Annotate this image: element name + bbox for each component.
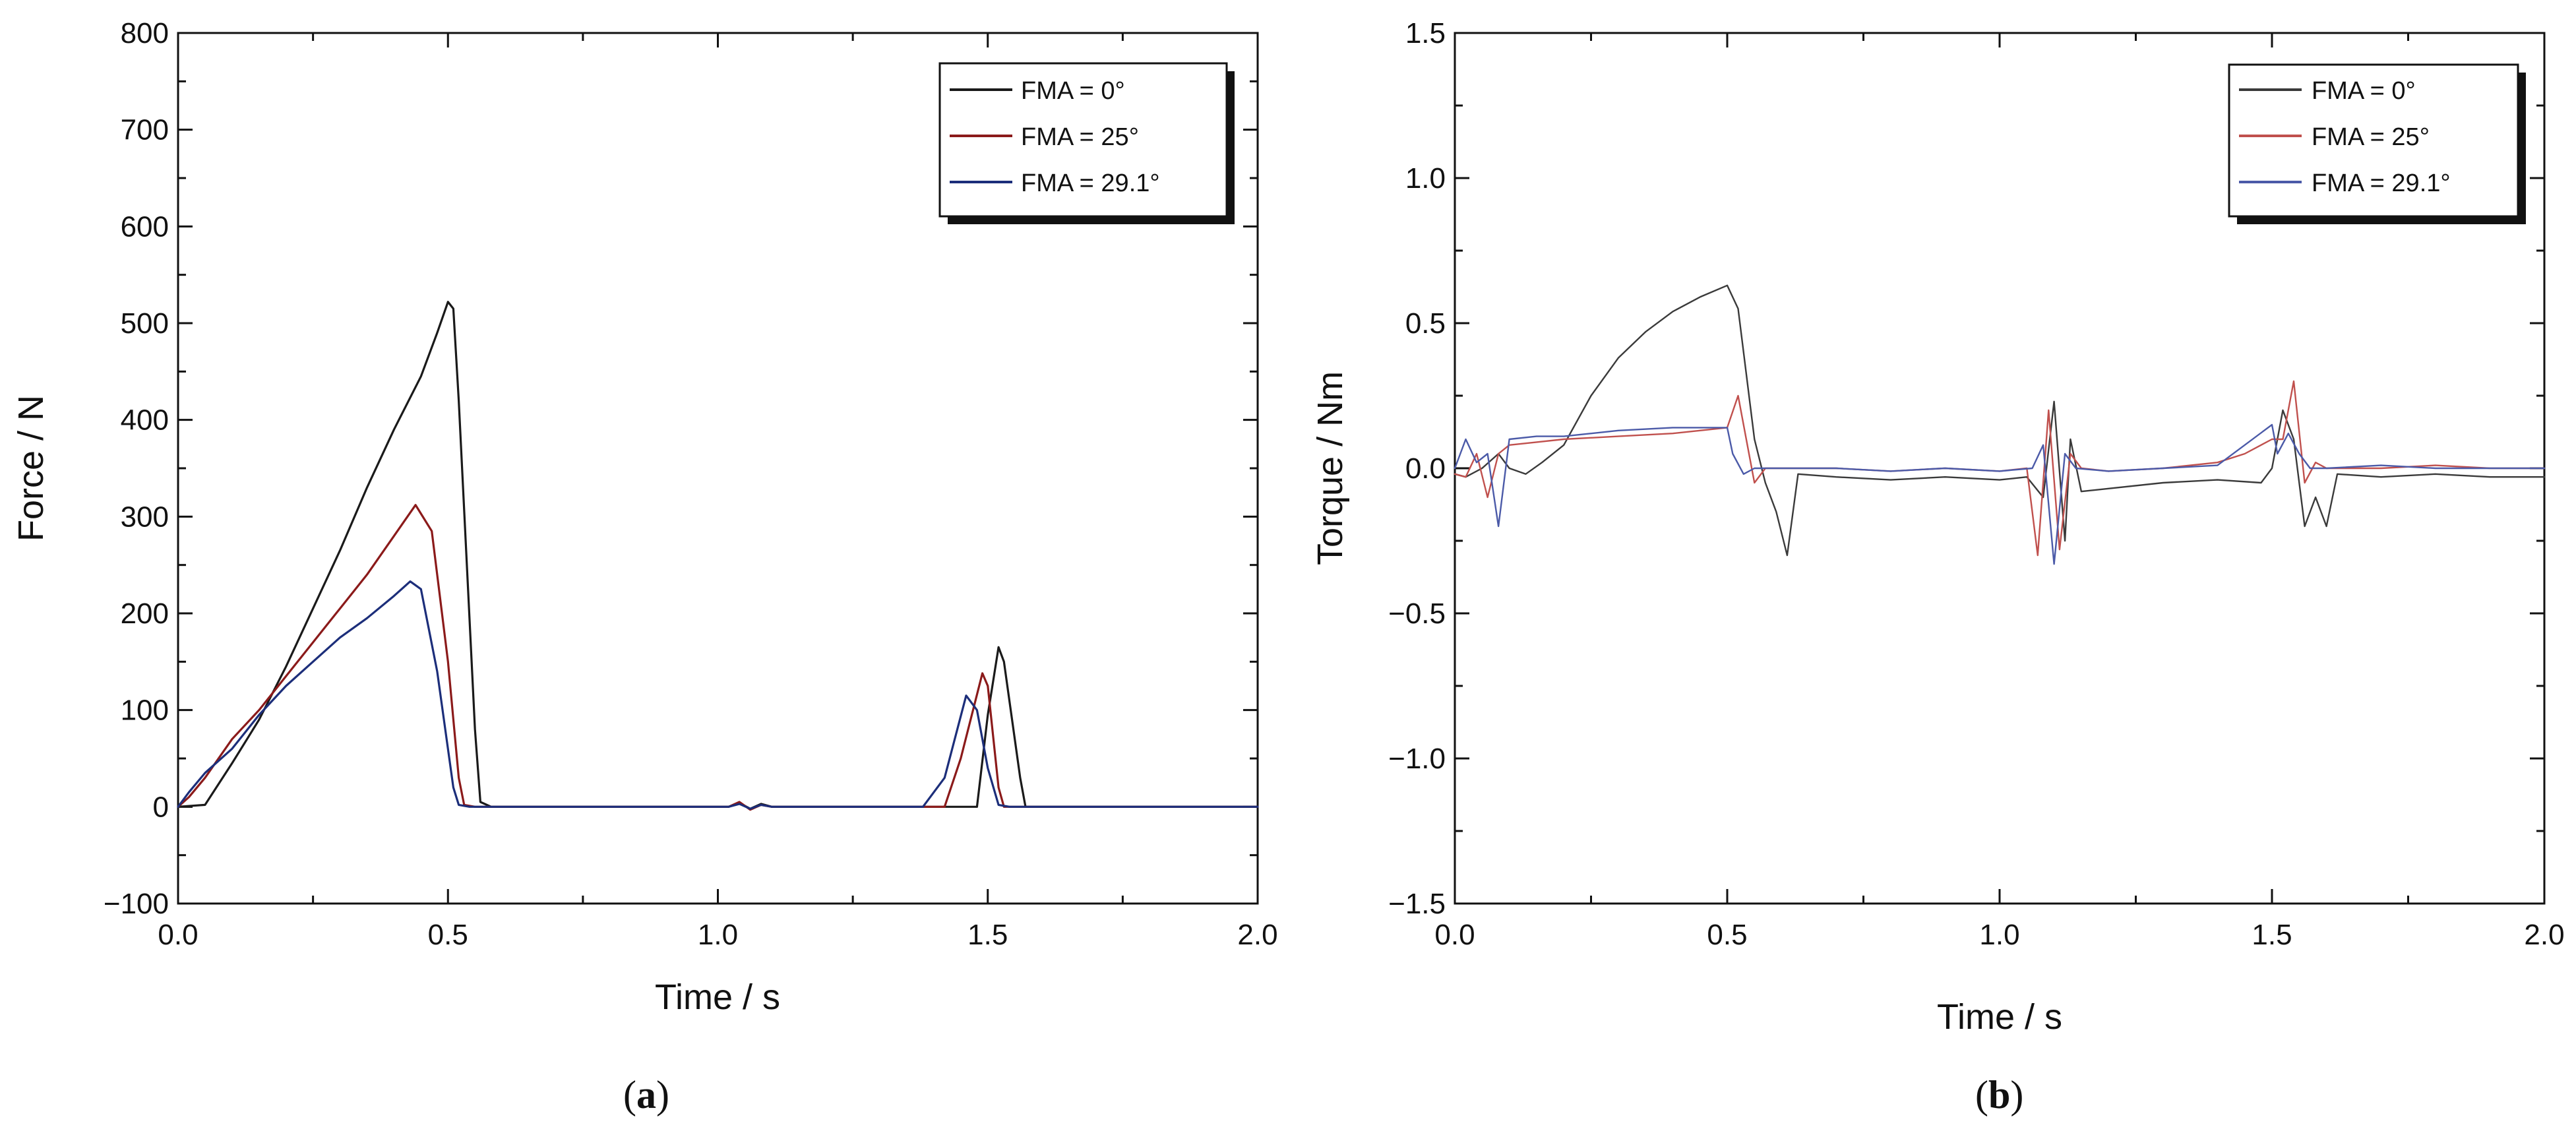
torque-y-tick-label: 1.0 <box>1405 162 1446 195</box>
force-y-tick-label: 200 <box>121 598 169 630</box>
force-tick-marks <box>177 32 1259 905</box>
torque-y-axis-title: Torque / Nm <box>1310 371 1350 565</box>
torque-series-lines <box>1454 284 2546 565</box>
panel-a-letter: a <box>636 1073 656 1117</box>
force-legend-entry-0: FMA = 0° <box>1021 77 1125 105</box>
force-y-tick-label: 500 <box>121 307 169 340</box>
torque-y-tick-label: −1.5 <box>1388 888 1446 920</box>
force-legend-entry-1: FMA = 25° <box>1021 123 1139 151</box>
torque-x-axis-title: Time / s <box>1937 997 2062 1037</box>
force-y-tick-label: 300 <box>121 501 169 533</box>
force-legend-entry-2: FMA = 29.1° <box>1021 169 1160 197</box>
torque-series-line-1 <box>1454 380 2546 557</box>
torque-legend-entry-1: FMA = 25° <box>2312 123 2430 151</box>
panel-a-caption: (a) <box>623 1073 669 1117</box>
torque-y-tick-labels: −1.5 −1.0 −0.5 0.0 0.5 1.0 1.5 <box>1388 17 1446 920</box>
torque-y-tick-label: −0.5 <box>1388 598 1446 630</box>
torque-chart-panel: −1.5 −1.0 −0.5 0.0 0.5 1.0 1.5 0.0 0.5 1.0 1.5 2.0… <box>1310 17 2565 1117</box>
force-x-tick-labels: 0.0 0.5 1.0 1.5 2.0 <box>158 919 1277 951</box>
torque-x-tick-labels: 0.0 0.5 1.0 1.5 2.0 <box>1434 919 2564 951</box>
force-y-tick-label: 0 <box>153 791 169 823</box>
force-y-tick-labels: −100 0 100 200 300 400 500 600 700 800 <box>104 17 169 920</box>
force-y-axis-title: Force / N <box>11 395 51 541</box>
torque-y-tick-label: 0.0 <box>1405 452 1446 485</box>
force-series-line-2 <box>177 580 1259 810</box>
force-x-tick-label: 2.0 <box>1237 919 1277 951</box>
force-y-tick-label: −100 <box>104 888 169 920</box>
force-x-tick-label: 1.5 <box>967 919 1008 951</box>
torque-y-tick-label: 1.5 <box>1405 17 1446 49</box>
force-y-tick-label: 600 <box>121 210 169 243</box>
panel-b-caption: (b) <box>1975 1073 2023 1117</box>
torque-x-tick-label: 0.0 <box>1434 919 1475 951</box>
force-chart-panel: −100 0 100 200 300 400 500 600 700 800 0.0 0.5 1.0 1… <box>11 17 1278 1117</box>
force-series-line-1 <box>177 504 1259 811</box>
torque-legend-entry-0: FMA = 0° <box>2312 77 2416 105</box>
torque-x-tick-label: 2.0 <box>2524 919 2564 951</box>
force-legend: FMA = 0° FMA = 25° FMA = 29.1° <box>938 62 1235 224</box>
force-x-tick-label: 0.0 <box>158 919 198 951</box>
force-y-tick-label: 100 <box>121 694 169 727</box>
torque-y-tick-label: 0.5 <box>1405 307 1446 340</box>
torque-x-tick-label: 1.0 <box>1979 919 2019 951</box>
force-series-line-0 <box>177 301 1259 810</box>
torque-y-tick-label: −1.0 <box>1388 743 1446 775</box>
torque-series-line-2 <box>1454 423 2546 565</box>
torque-series-line-0 <box>1454 284 2546 557</box>
force-x-axis-title: Time / s <box>655 977 780 1017</box>
torque-x-tick-label: 1.5 <box>2252 919 2292 951</box>
force-y-tick-label: 400 <box>121 404 169 437</box>
panel-b-letter: b <box>1988 1073 2010 1117</box>
force-series-lines <box>177 301 1259 811</box>
torque-legend-entry-2: FMA = 29.1° <box>2312 169 2451 197</box>
force-y-tick-label: 700 <box>121 114 169 146</box>
force-y-tick-label: 800 <box>121 17 169 49</box>
force-x-tick-label: 1.0 <box>698 919 738 951</box>
torque-x-tick-label: 0.5 <box>1707 919 1747 951</box>
torque-legend: FMA = 0° FMA = 25° FMA = 29.1° <box>2228 63 2526 224</box>
force-x-tick-label: 0.5 <box>428 919 468 951</box>
